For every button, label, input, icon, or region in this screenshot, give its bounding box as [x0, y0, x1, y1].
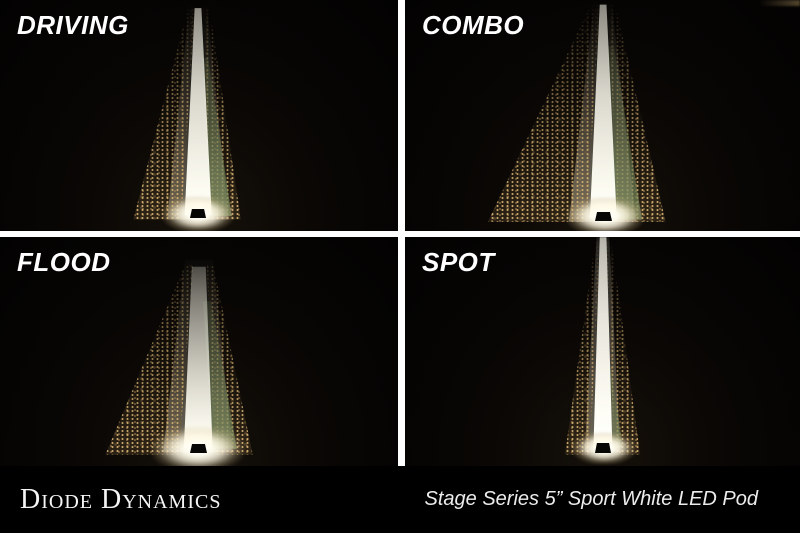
beam-photo-flood: FLOOD: [0, 237, 398, 466]
led-pod-silhouette: [595, 212, 612, 221]
brand-logo-text: Diode Dynamics: [20, 483, 222, 515]
beam-photo-driving: DRIVING: [0, 0, 398, 231]
led-pod-silhouette: [190, 444, 207, 453]
beam-photo-spot: SPOT: [405, 237, 800, 466]
light-beam: [593, 237, 613, 448]
beam-label-driving: DRIVING: [17, 10, 129, 40]
led-pod-silhouette: [595, 443, 611, 453]
led-pod-silhouette: [190, 209, 206, 218]
corner-glint: [758, 0, 800, 6]
footer-bar: Diode Dynamics Stage Series 5” Sport Whi…: [0, 466, 800, 533]
grid-divider-horizontal: [0, 231, 800, 237]
beam-label-flood: FLOOD: [17, 247, 111, 277]
beam-photo-combo: COMBO: [405, 0, 800, 231]
beam-label-spot: SPOT: [422, 247, 495, 277]
beam-label-combo: COMBO: [422, 10, 525, 40]
product-name: Stage Series 5” Sport White LED Pod: [424, 488, 759, 510]
